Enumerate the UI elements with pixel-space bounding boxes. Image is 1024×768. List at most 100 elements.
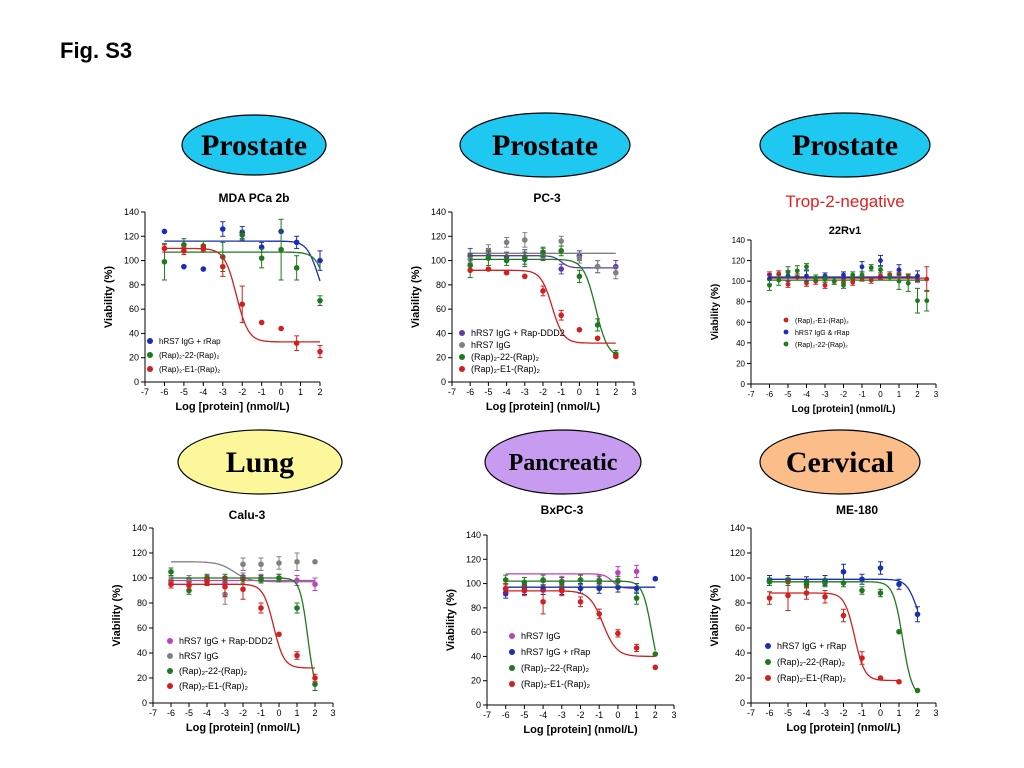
- data-point: [859, 587, 865, 594]
- chart-title: Calu-3: [229, 508, 266, 522]
- x-tick-label: 1: [294, 708, 299, 718]
- y-tick-label: 80: [736, 298, 745, 307]
- x-tick-label: -2: [576, 710, 584, 720]
- data-point: [822, 282, 828, 288]
- panel-label-text: Prostate: [492, 129, 598, 162]
- data-point: [278, 325, 284, 332]
- x-tick-label: 0: [878, 708, 883, 718]
- data-point: [905, 280, 911, 286]
- x-tick-label: -6: [466, 387, 474, 397]
- data-point: [276, 560, 282, 566]
- x-tick-label: 0: [276, 708, 281, 718]
- y-tick-label: 60: [129, 304, 139, 314]
- legend-label: (Rap)₂-E1-(Rap)₂: [777, 673, 847, 683]
- y-tick-label: 60: [137, 623, 147, 633]
- legend-marker: [147, 352, 153, 358]
- x-tick-label: 2: [915, 390, 920, 399]
- data-point: [239, 232, 246, 238]
- x-tick-label: -4: [803, 390, 811, 399]
- x-tick-label: 2: [613, 387, 618, 397]
- y-tick-label: 120: [730, 548, 745, 558]
- data-point: [467, 262, 474, 269]
- data-point: [840, 612, 847, 619]
- y-tick-label: 140: [466, 530, 481, 540]
- data-point: [859, 576, 865, 583]
- legend-label: (Rap)₂-22-(Rap)₂: [179, 666, 248, 676]
- x-tick-label: -2: [539, 387, 547, 397]
- panel-label-text: Cervical: [786, 446, 894, 479]
- legend-marker: [147, 366, 153, 372]
- data-point: [240, 561, 246, 568]
- data-point: [633, 568, 640, 575]
- legend-label: (Rap)₂-22-(Rap)₂: [521, 663, 590, 673]
- data-point: [841, 282, 846, 288]
- x-tick-label: 1: [595, 387, 600, 397]
- series-3: [767, 263, 930, 314]
- y-tick-label: 80: [471, 603, 481, 613]
- data-point: [613, 269, 619, 276]
- legend-marker: [783, 317, 789, 323]
- x-tick-label: -3: [219, 387, 227, 397]
- data-point: [317, 348, 323, 355]
- data-point: [161, 258, 168, 265]
- y-tick-label: 40: [471, 651, 481, 661]
- data-point: [776, 277, 782, 283]
- data-point: [859, 655, 865, 661]
- data-point: [521, 579, 528, 586]
- data-point: [878, 267, 883, 273]
- data-point: [317, 257, 323, 264]
- data-point: [276, 631, 282, 638]
- data-point: [276, 575, 282, 581]
- data-point: [293, 239, 300, 246]
- data-point: [540, 577, 546, 583]
- legend-marker: [459, 354, 465, 360]
- x-tick-label: -1: [557, 387, 565, 397]
- x-tick-label: -2: [840, 390, 848, 399]
- y-tick-label: 40: [436, 328, 446, 338]
- legend-label: (Rap)₂-22-(Rap)₂: [159, 351, 219, 360]
- x-tick-label: -5: [180, 387, 188, 397]
- legend-label: hRS7 IgG + rRap: [521, 647, 590, 657]
- data-point: [859, 272, 865, 278]
- x-tick-label: -1: [858, 390, 866, 399]
- data-point: [576, 273, 583, 280]
- series-4: [502, 583, 659, 671]
- data-point: [258, 605, 264, 611]
- data-point: [596, 611, 602, 617]
- y-tick-label: 80: [129, 280, 139, 290]
- chart-title: PC-3: [533, 191, 561, 205]
- data-point: [785, 592, 791, 599]
- data-point: [258, 255, 265, 261]
- x-tick-label: -5: [185, 708, 193, 718]
- x-tick-label: -6: [167, 708, 175, 718]
- legend-label: hRS7 IgG + Rap-DDD2: [179, 636, 273, 646]
- data-point: [317, 297, 323, 304]
- series-2: [767, 254, 920, 285]
- x-tick-label: 2: [317, 387, 322, 397]
- legend-marker: [459, 330, 465, 336]
- panel-label-oval: [459, 112, 631, 178]
- legend: hRS7 IgG + Rap-DDD2 hRS7 IgG (Rap)₂-22-(Ra…: [459, 328, 565, 374]
- x-tick-label: -3: [558, 710, 566, 720]
- x-tick-label: -4: [802, 708, 810, 718]
- data-point: [312, 675, 318, 681]
- data-point: [294, 558, 300, 565]
- x-tick-label: -3: [521, 387, 529, 397]
- data-point: [785, 281, 791, 287]
- x-tick-label: 1: [634, 710, 639, 720]
- y-tick-label: 140: [732, 236, 746, 245]
- data-point: [577, 585, 584, 592]
- data-point: [924, 298, 930, 304]
- data-point: [594, 335, 601, 342]
- data-point: [896, 581, 902, 588]
- x-tick-label: -3: [221, 708, 229, 718]
- data-point: [794, 268, 800, 274]
- data-point: [652, 664, 659, 671]
- x-axis-label: Log [protein] (nmol/L): [175, 401, 290, 413]
- data-point: [878, 273, 883, 279]
- data-point: [485, 255, 492, 261]
- panel-label-text: Pancreatic: [509, 450, 618, 476]
